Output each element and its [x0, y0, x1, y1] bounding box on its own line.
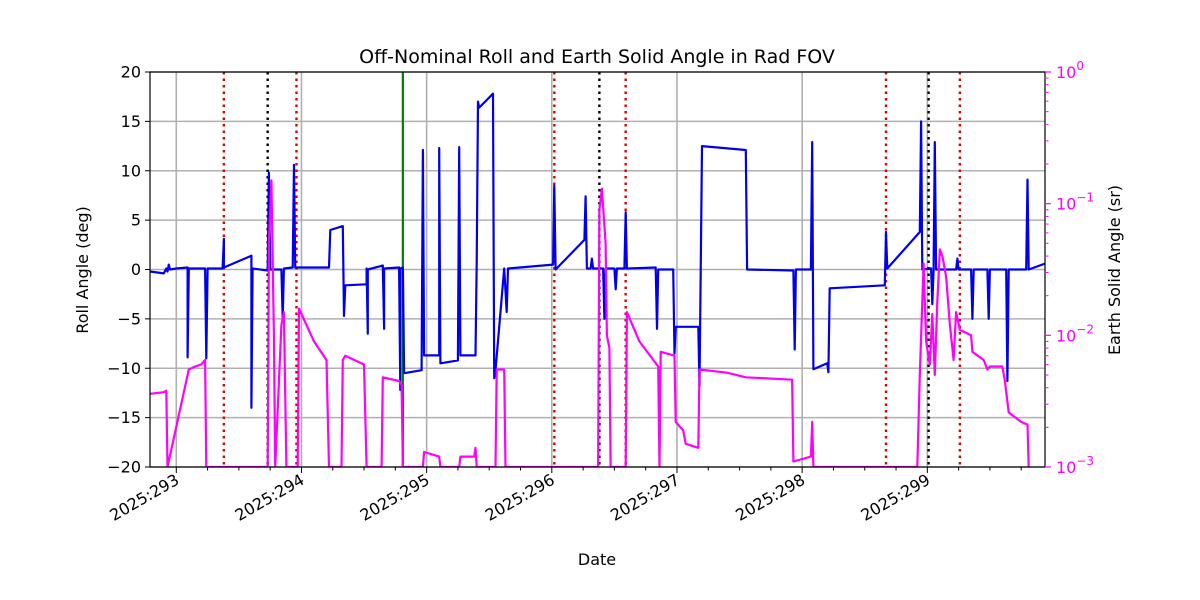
earth-solid-angle-line [150, 179, 1030, 467]
y-tick-label: 15 [121, 112, 141, 131]
x-tick-label: 2025:297 [607, 470, 683, 525]
y2-tick-label: 100 [1056, 59, 1084, 82]
axes-layer: 20 15 10 5 0 −5 −10 −15 −20 100 10−1 10−2 10−3 2025:2… [106, 59, 1094, 525]
x-tick-label: 2025:298 [732, 470, 808, 525]
y2-tick-label: 10−1 [1056, 191, 1094, 214]
x-tick-label: 2025:294 [232, 470, 308, 525]
x-tick-label: 2025:293 [106, 470, 182, 525]
y-axis-label: Roll Angle (deg) [73, 206, 92, 333]
series-layer [150, 92, 1045, 467]
y-tick-label: −5 [117, 309, 141, 328]
x-axis-label: Date [578, 550, 616, 569]
y2-axis-label: Earth Solid Angle (sr) [1105, 185, 1124, 355]
x-tick-label: 2025:299 [857, 470, 933, 525]
y-tick-label: 0 [131, 260, 141, 279]
chart-title: Off-Nominal Roll and Earth Solid Angle i… [359, 46, 835, 68]
x-tick-label: 2025:296 [482, 470, 558, 525]
y2-tick-label: 10−2 [1056, 322, 1094, 345]
y-tick-label: −20 [107, 458, 141, 477]
x-tick-label: 2025:295 [357, 470, 433, 525]
y-tick-label: −10 [107, 359, 141, 378]
y-tick-label: −15 [107, 408, 141, 427]
y2-tick-label: 10−3 [1056, 454, 1094, 477]
y-tick-label: 5 [131, 211, 141, 230]
y-tick-label: 20 [121, 63, 141, 82]
y-tick-label: 10 [121, 161, 141, 180]
